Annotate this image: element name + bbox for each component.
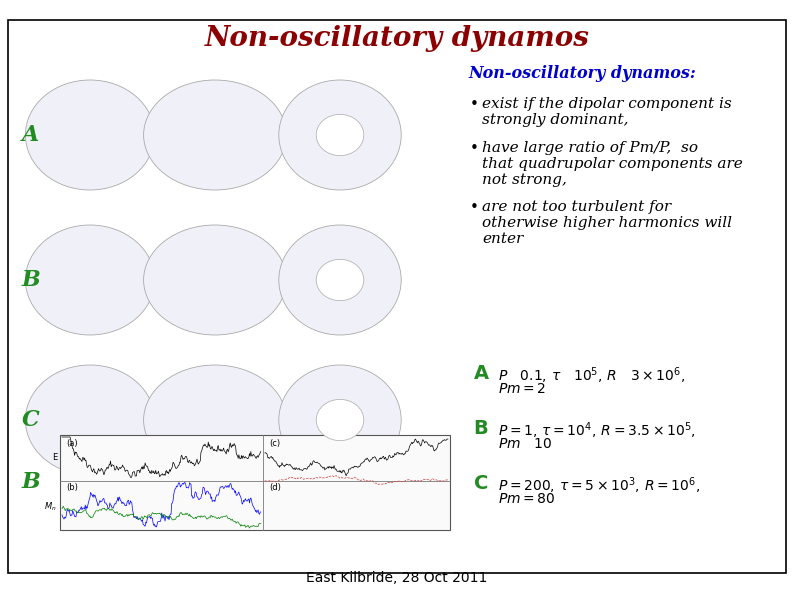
Ellipse shape [25, 80, 155, 190]
Text: East Kilbride, 28 Oct 2011: East Kilbride, 28 Oct 2011 [306, 571, 488, 585]
Text: $\mathbf{B}$: $\mathbf{B}$ [473, 420, 488, 438]
Text: (b): (b) [66, 483, 78, 491]
Ellipse shape [25, 225, 155, 335]
Text: exist if the dipolar component is
strongly dominant,: exist if the dipolar component is strong… [482, 97, 732, 127]
Ellipse shape [316, 399, 364, 441]
Text: (a): (a) [66, 439, 78, 448]
Ellipse shape [316, 114, 364, 156]
Ellipse shape [25, 365, 155, 475]
Ellipse shape [316, 259, 364, 300]
Text: $P = 1,\, \tau = 10^4,\, R = 3.5\times10^5,$: $P = 1,\, \tau = 10^4,\, R = 3.5\times10… [498, 420, 696, 441]
Text: E: E [52, 453, 57, 462]
Text: •: • [470, 97, 479, 112]
Text: $P = 200,\, \tau = 5\times10^3,\, R = 10^6,$: $P = 200,\, \tau = 5\times10^3,\, R = 10… [498, 475, 700, 496]
Text: Non-oscillatory dynamos:: Non-oscillatory dynamos: [468, 65, 696, 82]
Text: (d): (d) [269, 483, 280, 491]
Text: have large ratio of Pm/P,  so
that quadrupolar components are
not strong,: have large ratio of Pm/P, so that quadru… [482, 141, 742, 187]
Text: $Pm = 80$: $Pm = 80$ [498, 492, 556, 506]
Text: B: B [22, 269, 40, 291]
Text: B: B [22, 471, 40, 493]
Text: are not too turbulent for
otherwise higher harmonics will
enter: are not too turbulent for otherwise high… [482, 200, 732, 246]
Text: •: • [470, 200, 479, 215]
Ellipse shape [279, 225, 401, 335]
Text: $P\quad 0.1,\, \tau\quad 10^5,\, R\quad 3\times10^6,$: $P\quad 0.1,\, \tau\quad 10^5,\, R\quad … [498, 365, 685, 386]
Ellipse shape [279, 80, 401, 190]
Text: $Pm = 2$: $Pm = 2$ [498, 382, 546, 396]
Text: A: A [22, 124, 39, 146]
Ellipse shape [279, 365, 401, 475]
Text: C: C [22, 409, 40, 431]
Text: •: • [470, 141, 479, 156]
Text: $\mathbf{C}$: $\mathbf{C}$ [473, 475, 488, 493]
Text: $Pm\quad 10$: $Pm\quad 10$ [498, 437, 552, 451]
Text: Non-oscillatory dynamos: Non-oscillatory dynamos [205, 25, 589, 52]
Text: (c): (c) [269, 439, 280, 448]
Text: $M_n$: $M_n$ [44, 501, 57, 513]
Text: $\mathbf{A}$: $\mathbf{A}$ [473, 365, 490, 383]
Ellipse shape [144, 80, 287, 190]
Ellipse shape [144, 365, 287, 475]
Bar [60, 435, 450, 530]
Ellipse shape [144, 225, 287, 335]
